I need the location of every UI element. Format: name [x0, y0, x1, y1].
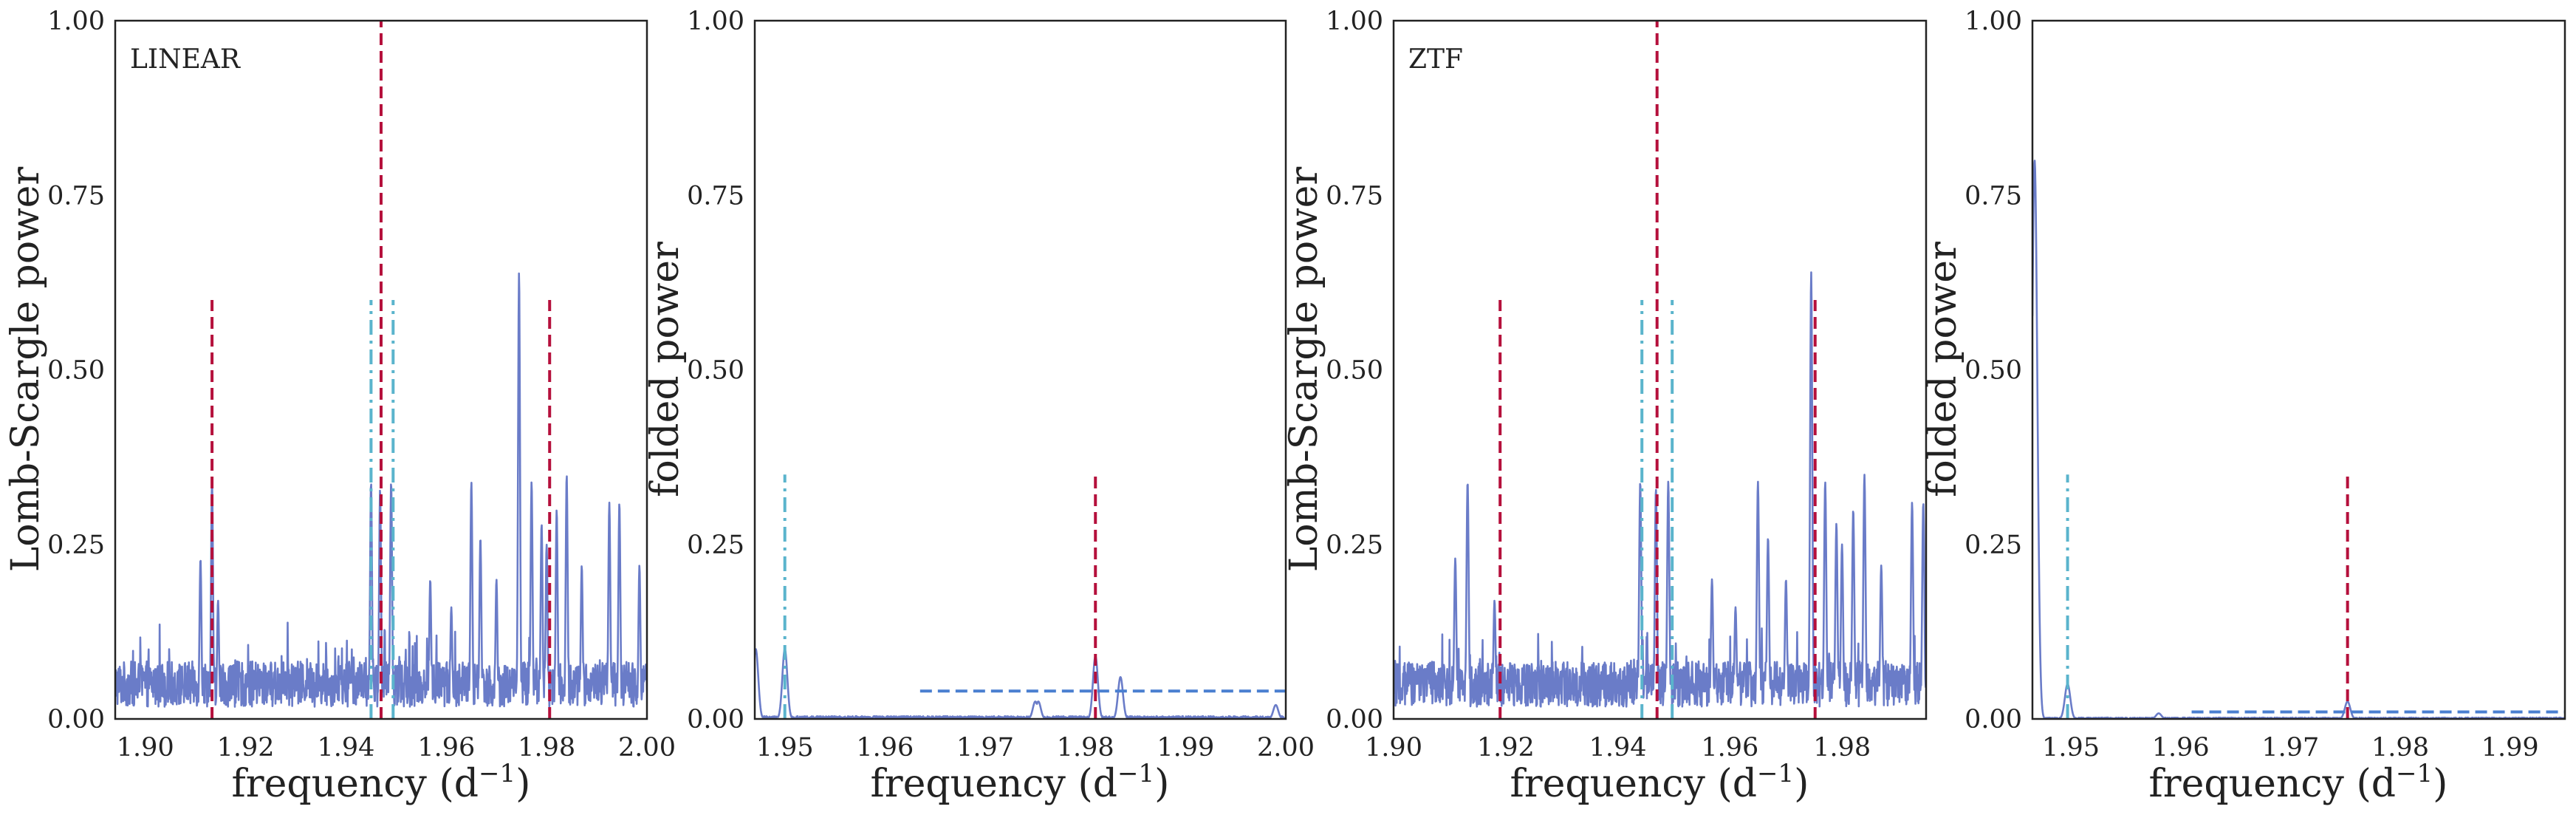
panel-3-ylabel: Lomb-Scargle power: [1282, 167, 1326, 573]
panel-2-x-tick-label: 2.00: [1257, 733, 1315, 763]
panel-1-plot-area: [115, 21, 647, 719]
panel-2-axes-frame: [753, 19, 1287, 720]
panel-3-x-tick-label: 1.90: [1365, 733, 1422, 763]
panel-3-series-line: [1394, 271, 1926, 708]
panel-3-y-tick-label: 0.00: [1326, 705, 1383, 734]
panel-1-series-line: [115, 272, 647, 708]
panel-2-xlabel: frequency (d−1): [871, 759, 1170, 806]
panel-4-x-tick-label: 1.99: [2481, 733, 2539, 763]
panel-1: LINEAR Lomb-Scargle power frequency (d−1…: [4, 7, 676, 806]
panel-1-y-tick-label: 0.25: [47, 531, 105, 560]
panel-1-x-tick-label: 1.96: [417, 733, 475, 763]
panel-3-xlabel: frequency (d−1): [1510, 759, 1809, 806]
panel-3-axes-frame: [1392, 19, 1928, 720]
panel-1-label: LINEAR: [130, 44, 241, 75]
panel-2-ylabel: folded power: [643, 242, 688, 497]
panel-1-ylabel: Lomb-Scargle power: [4, 167, 48, 573]
panel-4-x-tick-label: 1.98: [2371, 733, 2429, 763]
panel-1-y-tick-label: 1.00: [47, 7, 105, 36]
panel-4-xlabel: frequency (d−1): [2149, 759, 2448, 806]
panel-1-y-tick-label: 0.75: [47, 181, 105, 211]
panel-3-x-tick-label: 1.96: [1701, 733, 1758, 763]
panel-3-x-tick-label: 1.92: [1477, 733, 1535, 763]
panel-3-y-tick-label: 0.75: [1326, 181, 1383, 211]
panel-4-y-tick-label: 0.00: [1964, 705, 2022, 734]
panel-3: ZTF Lomb-Scargle power frequency (d−1) 1…: [1282, 7, 1928, 806]
panel-1-xlabel: frequency (d−1): [232, 759, 531, 806]
panel-3-y-tick-label: 0.25: [1326, 531, 1383, 560]
panel-4-y-tick-label: 0.50: [1964, 356, 2022, 386]
panel-2: folded power frequency (d−1) 1.95 1.96 1.9…: [643, 7, 1315, 806]
panel-1-axes-frame: [114, 19, 648, 720]
panel-2-x-tick-label: 1.98: [1057, 733, 1114, 763]
panel-1-x-tick-label: 2.00: [618, 733, 676, 763]
panel-1-y-tick-label: 0.00: [47, 705, 105, 734]
panel-1-y-tick-label: 0.50: [47, 356, 105, 386]
panel-2-x-tick-label: 1.97: [956, 733, 1014, 763]
panel-4-y-tick-label: 1.00: [1964, 7, 2022, 36]
panel-3-y-tick-label: 0.50: [1326, 356, 1383, 386]
panel-4-x-tick-label: 1.96: [2152, 733, 2210, 763]
panel-2-series-line: [755, 648, 1286, 719]
panel-4-y-tick-label: 0.75: [1964, 181, 2022, 211]
panel-1-x-tick-label: 1.90: [117, 733, 174, 763]
panel-1-x-tick-label: 1.94: [317, 733, 374, 763]
panel-1-x-tick-label: 1.98: [518, 733, 575, 763]
panel-1-x-tick-label: 1.92: [217, 733, 275, 763]
panel-4-axes-frame: [2031, 19, 2566, 720]
panel-2-y-tick-label: 0.50: [687, 356, 744, 386]
panel-4-x-tick-label: 1.95: [2042, 733, 2100, 763]
panel-4-y-tick-label: 0.25: [1964, 531, 2022, 560]
panel-2-x-tick-label: 1.95: [756, 733, 814, 763]
panel-2-y-tick-label: 0.25: [687, 531, 744, 560]
panel-4-plot-area: [2032, 160, 2565, 719]
panel-4-x-tick-label: 1.97: [2261, 733, 2319, 763]
panel-3-plot-area: [1394, 21, 1926, 719]
panel-4-ylabel: folded power: [1921, 242, 1965, 497]
panel-2-y-tick-label: 1.00: [687, 7, 744, 36]
panel-3-x-tick-label: 1.98: [1813, 733, 1871, 763]
panel-2-y-tick-label: 0.00: [687, 705, 744, 734]
panel-2-x-tick-label: 1.96: [856, 733, 914, 763]
panel-3-y-tick-label: 1.00: [1326, 7, 1383, 36]
panel-2-x-tick-label: 1.99: [1157, 733, 1214, 763]
panel-3-label: ZTF: [1408, 44, 1463, 75]
panel-2-plot-area: [755, 474, 1286, 719]
panel-2-y-tick-label: 0.75: [687, 181, 744, 211]
panel-4-series-line: [2032, 160, 2565, 719]
panel-3-x-tick-label: 1.94: [1589, 733, 1647, 763]
panel-4: folded power frequency (d−1) 1.95 1.96 1.9…: [1921, 7, 2566, 806]
